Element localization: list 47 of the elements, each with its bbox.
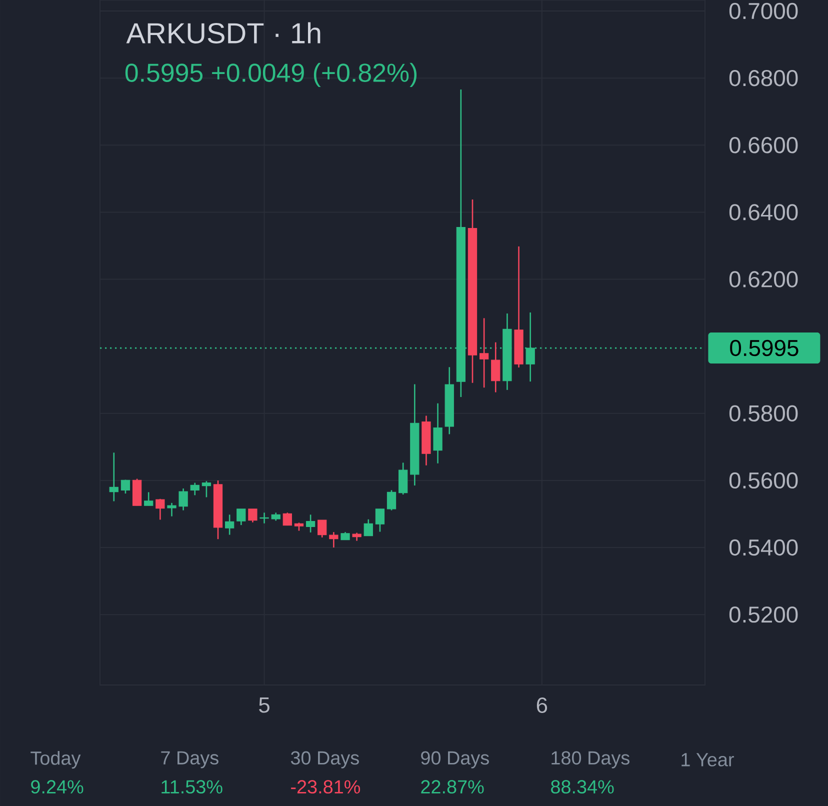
candlestick bbox=[491, 342, 500, 393]
y-tick-label: 0.6200 bbox=[729, 271, 798, 288]
text: 88.34% bbox=[551, 780, 614, 794]
candlestick bbox=[248, 508, 258, 524]
text: 11.53% bbox=[162, 780, 222, 794]
candlestick bbox=[282, 512, 292, 526]
x-tick-label: 5 bbox=[259, 698, 270, 713]
text: ARKUSDT · 1h bbox=[126, 22, 320, 44]
candlestick bbox=[109, 452, 118, 502]
candlestick bbox=[329, 531, 338, 548]
candlestick bbox=[156, 498, 165, 520]
y-tick-label: 0.6400 bbox=[729, 204, 798, 220]
y-tick-label: 0.5800 bbox=[729, 405, 798, 422]
x-tick-label: 6 bbox=[536, 697, 548, 714]
category-label: 1 Year bbox=[682, 753, 734, 766]
candlestick bbox=[202, 480, 212, 498]
category-label: Today bbox=[30, 750, 81, 769]
candlestick bbox=[364, 518, 373, 536]
candlestick bbox=[120, 479, 130, 494]
candlestick bbox=[225, 514, 234, 536]
y-tick-label: 0.5400 bbox=[729, 539, 798, 556]
category-label: 180 Days bbox=[552, 751, 630, 768]
y-tick-label: 0.6600 bbox=[729, 137, 798, 154]
candlestick bbox=[386, 490, 396, 511]
candlestick bbox=[480, 318, 489, 388]
candlestick bbox=[433, 402, 442, 464]
candlestick bbox=[144, 492, 154, 506]
text: -23.81% bbox=[291, 780, 360, 794]
ref-line-label: 0.5995 bbox=[730, 340, 798, 356]
y-tick-label: 0.5600 bbox=[729, 472, 798, 489]
candlestick bbox=[190, 482, 200, 496]
candlestick bbox=[375, 508, 385, 532]
text: 22.87% bbox=[421, 780, 484, 794]
candlestick bbox=[398, 462, 408, 496]
text: 0.5995 +0.0049 (+0.82%) bbox=[125, 62, 417, 88]
candlestick bbox=[167, 502, 176, 517]
category-label: 7 Days bbox=[161, 751, 218, 768]
candlestick bbox=[236, 508, 246, 526]
category-label: 30 Days bbox=[290, 751, 359, 768]
y-tick-label: 0.5200 bbox=[729, 606, 798, 623]
candlestick bbox=[306, 514, 316, 534]
y-tick-label: 0.6800 bbox=[729, 70, 798, 86]
candlestick bbox=[178, 488, 188, 511]
candlestick bbox=[318, 519, 327, 538]
text: 9.24% bbox=[31, 780, 84, 794]
category-label: 90 Days bbox=[421, 751, 489, 768]
y-tick-label: 0.7000 bbox=[729, 2, 798, 20]
